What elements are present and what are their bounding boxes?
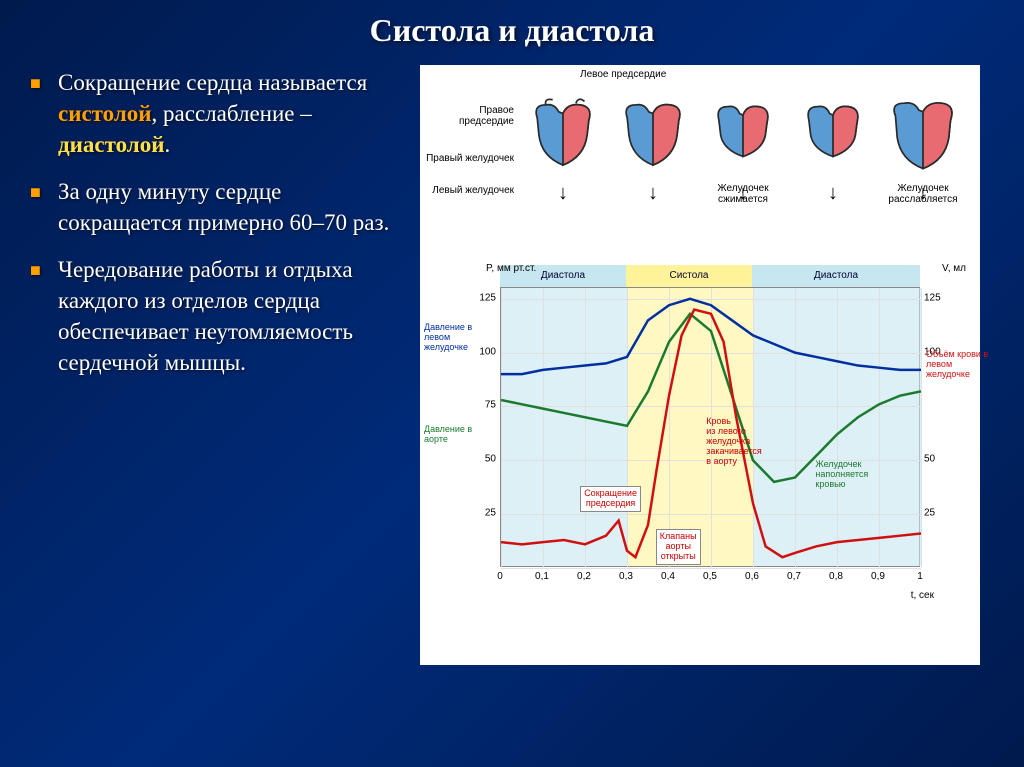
heart-icon bbox=[520, 95, 606, 175]
bullet-2: За одну минуту сердце сокращается пример… bbox=[30, 176, 410, 238]
heart-diagram-row: ↓ ↓ ↓ Желудочек сжимается bbox=[520, 95, 970, 205]
b1-pre: Сокращение сердца называется bbox=[58, 70, 367, 95]
x-tick: 1 bbox=[917, 571, 923, 582]
b1-hl2: диастолой bbox=[58, 132, 164, 157]
x-tick: 0,8 bbox=[829, 571, 843, 582]
heart-1: ↓ bbox=[520, 95, 606, 175]
label-right-atrium: Правое предсердие bbox=[426, 105, 514, 127]
bullet-1: Сокращение сердца называется систолой, р… bbox=[30, 67, 410, 160]
heart-icon bbox=[880, 95, 966, 175]
heart-4: ↓ bbox=[790, 95, 876, 175]
figure-column: Левое предсердие Правое предсердие Правы… bbox=[420, 57, 1000, 764]
bullet-3: Чередование работы и отдыха каждого из о… bbox=[30, 254, 410, 378]
legend-aortic: Давление в аорте bbox=[424, 425, 494, 445]
b1-hl1: систолой bbox=[58, 101, 152, 126]
x-tick: 0,3 bbox=[619, 571, 633, 582]
y-tick-right: 25 bbox=[924, 508, 946, 519]
label-left-ventricle: Левый желудочек bbox=[426, 185, 514, 196]
text-column: Сокращение сердца называется систолой, р… bbox=[0, 57, 420, 764]
annotation-fill: Желудочекнаполняетсякровью bbox=[815, 460, 868, 490]
caption-relax: Желудочек расслабляется bbox=[880, 183, 966, 205]
y-tick: 125 bbox=[474, 292, 496, 303]
legend-lv-pressure: Давление в левом желудочке bbox=[424, 323, 494, 353]
x-tick: 0,5 bbox=[703, 571, 717, 582]
plot-area: Сокращениепредсердия Клапаныаортыоткрыты К… bbox=[500, 287, 920, 567]
heart-icon bbox=[790, 95, 876, 175]
phase-label: Диастола bbox=[752, 265, 920, 287]
y-axis-right-label: V, мл bbox=[942, 263, 966, 274]
heart-3: ↓ Желудочек сжимается bbox=[700, 95, 786, 175]
arrow-icon: ↓ bbox=[828, 182, 838, 205]
x-tick: 0,7 bbox=[787, 571, 801, 582]
phase-label: Систола bbox=[626, 265, 752, 287]
annotation-valves: Клапаныаортыоткрыты bbox=[656, 529, 701, 565]
b1-mid: , расслабление – bbox=[152, 101, 312, 126]
y-tick: 25 bbox=[474, 508, 496, 519]
arrow-icon: ↓ bbox=[558, 182, 568, 205]
cardiac-cycle-figure: Левое предсердие Правое предсердие Правы… bbox=[420, 65, 980, 665]
heart-icon bbox=[610, 95, 696, 175]
pressure-volume-chart: ДиастолаСистолаДиастола Сокращениепредсе… bbox=[500, 265, 920, 605]
arrow-icon: ↓ bbox=[648, 182, 658, 205]
heart-5: ↓ Желудочек расслабляется bbox=[880, 95, 966, 175]
caption-contract: Желудочек сжимается bbox=[700, 183, 786, 205]
y-tick-right: 125 bbox=[924, 292, 946, 303]
heart-2: ↓ bbox=[610, 95, 696, 175]
x-tick: 0 bbox=[497, 571, 503, 582]
heart-icon bbox=[700, 95, 786, 175]
y-tick: 75 bbox=[474, 400, 496, 411]
x-tick: 0,1 bbox=[535, 571, 549, 582]
y-tick-right: 50 bbox=[924, 454, 946, 465]
x-axis-label: t, сек bbox=[911, 590, 934, 601]
x-tick: 0,6 bbox=[745, 571, 759, 582]
annotation-eject: Кровьиз левогожелудочказакачиваетсяв аор… bbox=[706, 417, 762, 466]
label-right-ventricle: Правый желудочек bbox=[426, 153, 514, 164]
x-tick: 0,2 bbox=[577, 571, 591, 582]
y-tick: 50 bbox=[474, 454, 496, 465]
label-left-atrium: Левое предсердие bbox=[580, 69, 666, 80]
content-area: Сокращение сердца называется систолой, р… bbox=[0, 57, 1024, 764]
annotation-atrial: Сокращениепредсердия bbox=[580, 486, 641, 512]
legend-volume: Объём крови в левом желудочке bbox=[926, 350, 996, 380]
y-axis-label: P, мм рт.ст. bbox=[486, 263, 536, 274]
slide-title: Систола и диастола bbox=[0, 0, 1024, 57]
x-tick: 0,4 bbox=[661, 571, 675, 582]
bullet-list: Сокращение сердца называется систолой, р… bbox=[30, 67, 410, 378]
x-tick: 0,9 bbox=[871, 571, 885, 582]
b3-text: Чередование работы и отдыха каждого из о… bbox=[58, 257, 353, 375]
b2-text: За одну минуту сердце сокращается пример… bbox=[58, 179, 389, 235]
b1-post: . bbox=[164, 132, 170, 157]
